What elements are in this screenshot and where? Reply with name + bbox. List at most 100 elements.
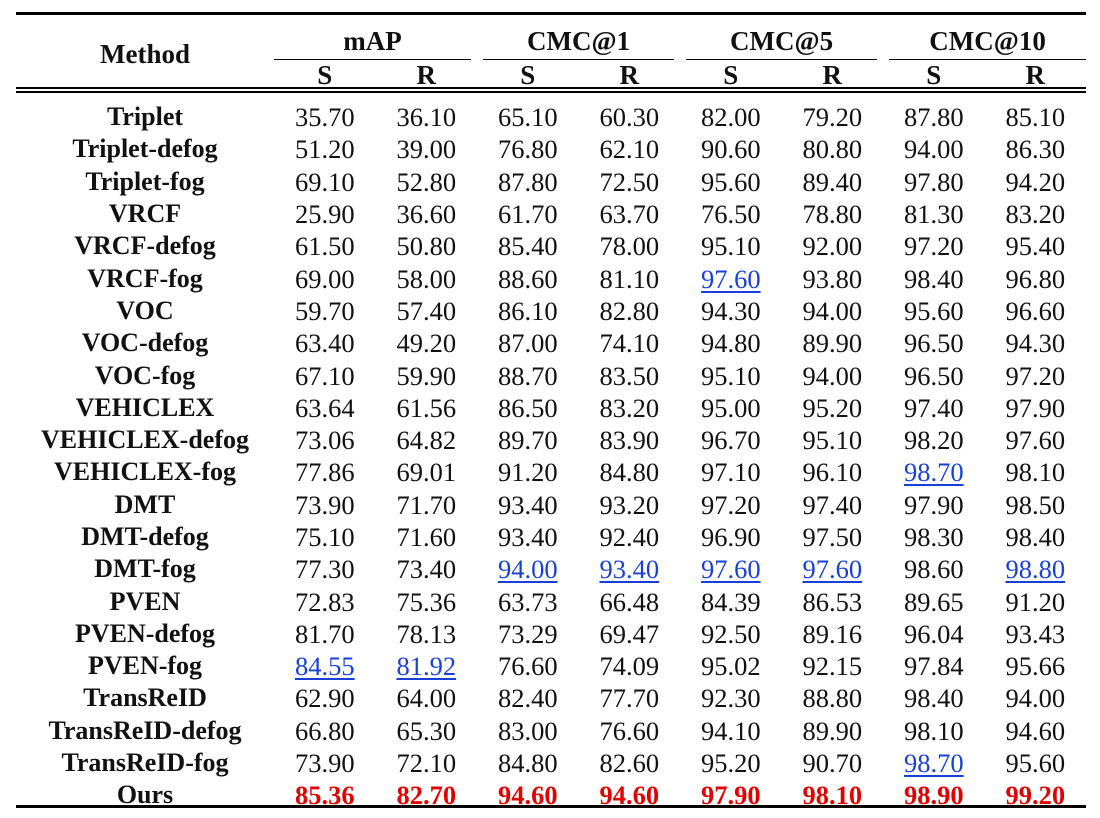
second-best-value: 93.40 <box>599 554 660 585</box>
table-row: DMT-fog 77.30 73.40 94.00 93.40 97.60 97.60 98.… <box>16 553 1086 585</box>
value-cell: 96.70 <box>700 425 761 456</box>
value-cell: 96.50 <box>903 328 964 359</box>
value-cell: 76.60 <box>599 715 660 746</box>
table-row: VRCF 25.90 36.60 61.70 63.70 76.50 78.80 81.30 8… <box>16 198 1086 230</box>
value-cell-second-best: 93.40 <box>579 553 681 585</box>
value-cell: 95.66 <box>1005 651 1066 682</box>
value-cell: 94.80 <box>700 328 761 359</box>
value-cell: 49.20 <box>396 328 457 359</box>
value-cell-second-best: 84.55 <box>274 650 376 682</box>
value-cell: 92.15 <box>802 651 863 682</box>
value-cell: 95.10 <box>802 425 863 456</box>
method-name: VOC-defog <box>81 328 209 358</box>
value-cell: 97.10 <box>700 457 761 488</box>
table-row: TransReID-defog 66.80 65.30 83.00 76.60 94.10… <box>16 715 1086 747</box>
value-cell: 71.70 <box>396 489 457 520</box>
value-cell: 97.60 <box>1005 425 1066 456</box>
value-cell: 84.80 <box>599 457 660 488</box>
method-name: PVEN-fog <box>87 651 203 681</box>
value-cell: 67.10 <box>294 360 355 391</box>
value-cell: 77.70 <box>599 683 660 714</box>
value-cell: 69.01 <box>396 457 457 488</box>
value-cell: 96.90 <box>700 522 761 552</box>
value-cell: 97.20 <box>903 231 964 262</box>
value-cell: 93.40 <box>497 522 558 552</box>
value-cell: 94.30 <box>700 295 761 326</box>
value-cell: 91.20 <box>497 457 558 488</box>
value-cell: 83.90 <box>599 425 660 456</box>
value-cell: 94.00 <box>802 360 863 391</box>
table-row: VEHICLEX 63.64 61.56 86.50 83.20 95.00 95.20 97… <box>16 392 1086 424</box>
value-cell: 95.10 <box>700 231 761 262</box>
value-cell: 61.50 <box>294 231 355 262</box>
sub-header-s-0: S <box>317 60 333 90</box>
value-cell: 90.70 <box>802 748 863 779</box>
value-cell: 83.20 <box>1005 199 1066 230</box>
table-row: PVEN-defog 81.70 78.13 73.29 69.47 92.50 89.16… <box>16 618 1086 650</box>
bottom-rule <box>16 805 1086 808</box>
value-cell: 97.40 <box>802 489 863 520</box>
value-cell: 98.30 <box>903 522 964 552</box>
value-cell: 61.70 <box>497 199 558 230</box>
value-cell: 95.40 <box>1005 231 1066 262</box>
table-row: VEHICLEX-fog 77.86 69.01 91.20 84.80 97.10 96.… <box>16 456 1086 488</box>
value-cell: 86.30 <box>1005 134 1066 165</box>
sub-header-r-1: R <box>416 60 437 90</box>
value-cell: 50.80 <box>396 231 457 262</box>
table-row: DMT-defog 75.10 71.60 93.40 92.40 96.90 97.50 9… <box>16 521 1086 553</box>
table-row: VOC-fog 67.10 59.90 88.70 83.50 95.10 94.00 96.… <box>16 359 1086 391</box>
value-cell: 52.80 <box>396 166 457 197</box>
value-cell: 98.10 <box>903 715 964 746</box>
value-cell: 63.40 <box>294 328 355 359</box>
value-cell: 92.30 <box>700 683 761 714</box>
second-best-value: 97.60 <box>700 263 761 294</box>
value-cell: 74.09 <box>599 651 660 682</box>
second-best-value: 98.80 <box>1005 554 1066 585</box>
method-name: Triplet <box>106 102 184 132</box>
value-cell: 98.40 <box>1005 522 1066 552</box>
value-cell: 98.10 <box>1005 457 1066 488</box>
value-cell: 73.06 <box>294 425 355 456</box>
method-name: TransReID <box>83 683 207 713</box>
value-cell: 77.86 <box>294 457 355 488</box>
method-name: PVEN <box>109 586 181 616</box>
value-cell: 98.50 <box>1005 489 1066 520</box>
group-header-cmc5: CMC@5 <box>674 20 884 60</box>
value-cell-second-best: 97.60 <box>680 553 782 585</box>
value-cell: 89.40 <box>802 166 863 197</box>
value-cell: 39.00 <box>396 134 457 165</box>
sub-header-s-4: S <box>723 60 739 90</box>
value-cell: 88.80 <box>802 683 863 714</box>
value-cell: 95.10 <box>700 360 761 391</box>
value-cell: 92.40 <box>599 522 660 552</box>
value-cell: 88.60 <box>497 263 558 294</box>
value-cell: 98.20 <box>903 425 964 456</box>
value-cell: 87.80 <box>903 102 964 133</box>
value-cell: 64.00 <box>396 683 457 714</box>
table-row: TransReID-fog 73.90 72.10 84.80 82.60 95.20 90… <box>16 747 1086 779</box>
value-cell: 72.10 <box>396 748 457 779</box>
table-row: TransReID 62.90 64.00 82.40 77.70 92.30 88.80 9… <box>16 682 1086 714</box>
table-row: PVEN 72.83 75.36 63.73 66.48 84.39 86.53 89.65 9… <box>16 585 1086 617</box>
second-best-value: 98.70 <box>903 748 964 779</box>
value-cell: 84.39 <box>700 586 761 617</box>
method-name: VRCF-defog <box>74 231 216 261</box>
value-cell: 76.60 <box>497 651 558 682</box>
value-cell: 81.70 <box>294 618 355 649</box>
value-cell: 98.40 <box>903 263 964 294</box>
value-cell: 75.10 <box>294 522 355 552</box>
value-cell: 98.40 <box>903 683 964 714</box>
value-cell: 95.00 <box>700 392 761 423</box>
value-cell: 88.70 <box>497 360 558 391</box>
value-cell: 63.73 <box>497 586 558 617</box>
sub-header-r-5: R <box>822 60 843 90</box>
value-cell: 94.60 <box>1005 715 1066 746</box>
value-cell: 97.40 <box>903 392 964 423</box>
method-name: VEHICLEX-defog <box>40 425 249 455</box>
value-cell: 89.90 <box>802 328 863 359</box>
value-cell: 83.50 <box>599 360 660 391</box>
value-cell: 69.47 <box>599 618 660 649</box>
value-cell: 36.10 <box>396 102 457 133</box>
method-name: VRCF <box>108 199 182 229</box>
value-cell-second-best: 98.70 <box>883 747 985 779</box>
